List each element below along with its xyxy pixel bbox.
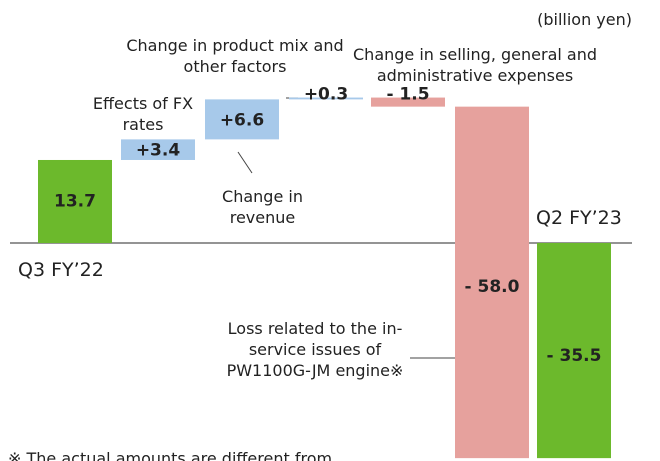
value-label: +0.3	[304, 85, 348, 105]
category-label: Q2 FY’23	[536, 207, 622, 229]
category-label: Q3 FY’22	[18, 259, 104, 281]
category-label: Effects of FX rates	[92, 94, 194, 134]
bar	[289, 97, 363, 100]
bar	[371, 97, 445, 107]
category-label: Loss related to the in-service issues of…	[226, 319, 404, 380]
value-label: +3.4	[136, 141, 181, 161]
value-label: +6.6	[220, 110, 264, 130]
category-label: Change in product mix and other factors	[126, 36, 344, 76]
bar	[537, 243, 611, 459]
bar	[121, 139, 195, 160]
bar	[455, 106, 529, 459]
value-label: 13.7	[54, 191, 96, 211]
unit-label: (billion yen)	[537, 10, 632, 29]
footnote: ※ The actual amounts are different from	[8, 449, 333, 461]
bar	[205, 99, 279, 140]
value-label: - 1.5	[386, 85, 429, 105]
value-label: - 58.0	[465, 277, 520, 297]
category-label: Change in selling, general and administr…	[353, 45, 597, 85]
leader-line	[237, 151, 253, 174]
value-label: - 35.5	[547, 346, 602, 366]
bar	[38, 159, 112, 243]
category-label: Change in revenue	[222, 187, 303, 227]
